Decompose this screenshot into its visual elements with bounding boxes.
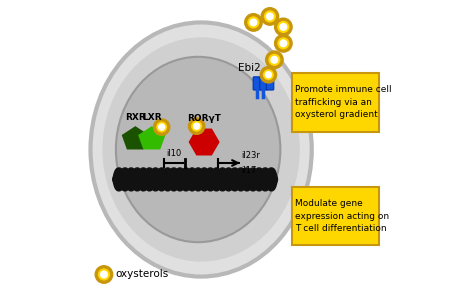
Ellipse shape (116, 57, 280, 242)
Circle shape (266, 12, 274, 21)
FancyBboxPatch shape (260, 77, 267, 90)
Circle shape (279, 23, 287, 31)
Text: il10: il10 (166, 150, 182, 158)
Text: il17: il17 (241, 166, 257, 175)
Polygon shape (138, 126, 165, 150)
Text: Ebi2: Ebi2 (238, 63, 261, 73)
Circle shape (96, 267, 112, 282)
Text: Promote immune cell
trafficking via an
oxysterol gradient: Promote immune cell trafficking via an o… (295, 86, 392, 119)
Circle shape (264, 71, 272, 78)
Circle shape (262, 9, 278, 24)
Text: RORγT: RORγT (187, 115, 221, 123)
FancyBboxPatch shape (292, 187, 379, 245)
Ellipse shape (102, 37, 300, 262)
Circle shape (279, 39, 287, 48)
Circle shape (158, 123, 165, 131)
Circle shape (275, 19, 291, 35)
Circle shape (246, 15, 261, 30)
Circle shape (100, 270, 108, 279)
Circle shape (261, 68, 275, 82)
Circle shape (193, 123, 201, 130)
Circle shape (270, 56, 278, 64)
Text: LXR: LXR (142, 113, 162, 122)
Circle shape (266, 52, 282, 68)
Circle shape (275, 36, 291, 51)
Ellipse shape (91, 22, 312, 277)
Text: oxysterols: oxysterols (115, 269, 169, 280)
Polygon shape (189, 129, 219, 155)
Text: RXR: RXR (125, 113, 146, 122)
Circle shape (249, 18, 257, 27)
Circle shape (190, 119, 204, 133)
FancyBboxPatch shape (266, 77, 274, 90)
Text: Modulate gene
expression acting on
T cell differentiation: Modulate gene expression acting on T cel… (295, 199, 390, 233)
Polygon shape (122, 126, 149, 150)
FancyBboxPatch shape (253, 77, 261, 90)
Circle shape (155, 120, 169, 134)
Text: il23r: il23r (241, 151, 260, 160)
FancyBboxPatch shape (292, 73, 379, 132)
